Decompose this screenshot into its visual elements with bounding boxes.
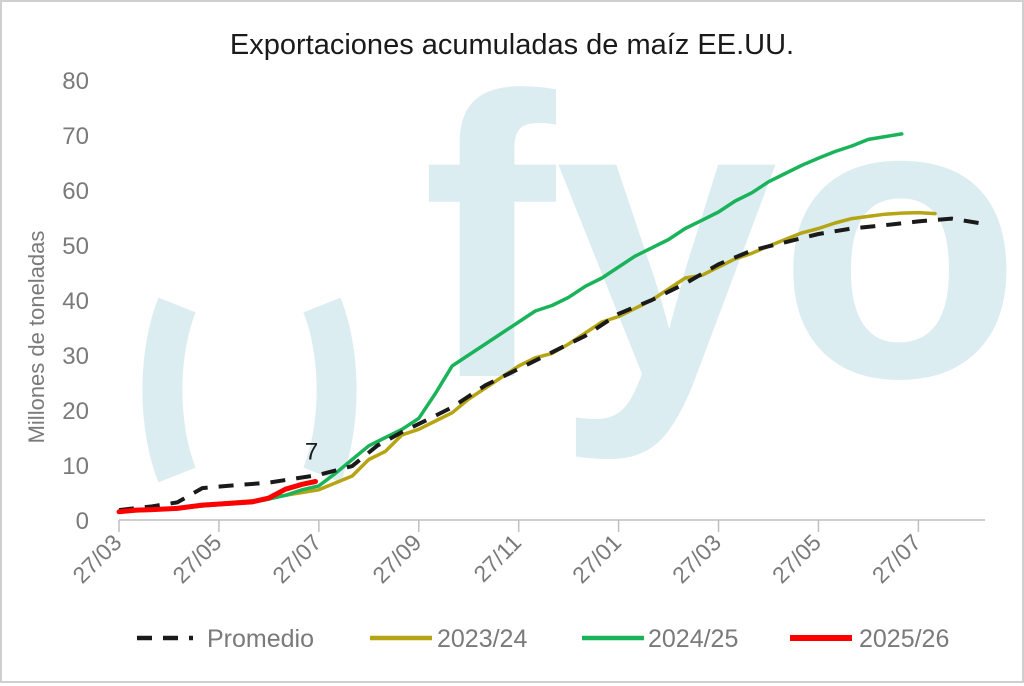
y-tick-label: 70 (62, 123, 89, 150)
y-tick-label: 0 (76, 508, 89, 535)
x-tick-label: 27/01 (567, 529, 626, 588)
series-line-2023-24 (117, 210, 937, 514)
y-axis-label: Millones de toneladas (24, 231, 49, 444)
x-tick-label: 27/05 (167, 529, 226, 588)
legend-label: Promedio (207, 625, 314, 653)
x-tick-label: 27/03 (667, 529, 726, 588)
x-tick-label: 27/05 (767, 529, 826, 588)
legend-label: 2023/24 (437, 625, 527, 653)
x-tick-label: 27/03 (67, 529, 126, 588)
watermark-text: fyo (422, 14, 1022, 464)
y-tick-label: 10 (62, 453, 89, 480)
legend-label: 2024/25 (648, 625, 738, 653)
x-tick-label: 27/07 (267, 529, 326, 588)
x-tick-label: 27/07 (867, 529, 926, 588)
series-end-data-label: 7 (305, 439, 318, 466)
y-tick-label: 20 (62, 398, 89, 425)
y-tick-label: 60 (62, 178, 89, 205)
x-tick-label: 27/11 (468, 529, 526, 587)
chart-title: Exportaciones acumuladas de maíz EE.UU. (230, 29, 794, 61)
series-line-promedio (118, 216, 986, 513)
x-tick-label: 27/09 (367, 529, 426, 588)
y-tick-label: 50 (62, 233, 89, 260)
y-tick-label: 80 (62, 68, 89, 95)
series-line-2024-25 (117, 132, 904, 513)
y-tick-label: 30 (62, 343, 89, 370)
watermark-arc-right (303, 297, 357, 483)
watermark-arc-left (142, 297, 196, 483)
y-tick-label: 40 (62, 288, 89, 315)
legend-label: 2025/26 (859, 625, 949, 653)
series-line-2025-26 (116, 479, 318, 515)
